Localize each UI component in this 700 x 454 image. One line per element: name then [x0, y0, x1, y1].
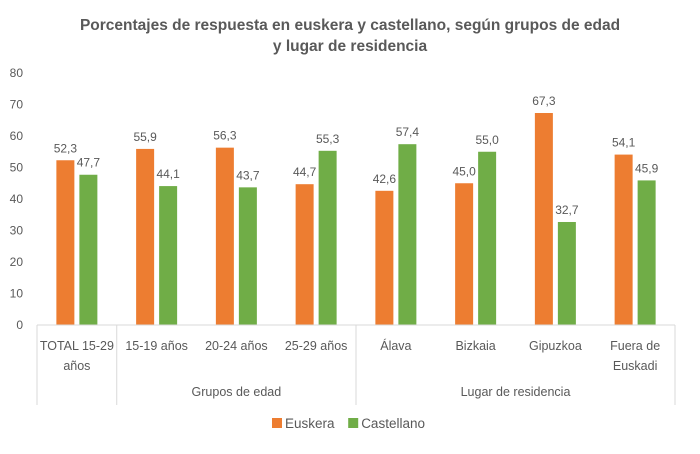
bar-castellano: [398, 144, 417, 325]
y-tick-label: 20: [10, 255, 24, 269]
bar-euskera: [455, 183, 474, 325]
data-label: 45,9: [635, 161, 659, 175]
x-tick-label: Gipuzkoa: [529, 339, 582, 353]
data-label: 52,3: [54, 141, 78, 155]
bar-euskera: [295, 184, 314, 325]
x-tick-label: 20-24 años: [205, 339, 268, 353]
data-label: 67,3: [532, 94, 556, 108]
data-label: 56,3: [213, 129, 237, 143]
x-tick-label: Bizkaia: [455, 339, 495, 353]
y-tick-label: 60: [10, 129, 24, 143]
data-label: 55,9: [133, 130, 157, 144]
bar-euskera: [215, 147, 234, 325]
data-label: 44,7: [293, 165, 317, 179]
data-label: 42,6: [373, 172, 397, 186]
x-tick-label: Fuera de: [610, 339, 660, 353]
data-label: 44,1: [156, 167, 180, 181]
bar-euskera: [534, 113, 553, 325]
y-tick-label: 0: [16, 318, 23, 332]
bar-euskera: [375, 190, 394, 325]
bar-castellano: [557, 221, 576, 325]
bar-euskera: [56, 160, 75, 325]
x-tick-label: Álava: [380, 338, 411, 353]
bar-euskera: [614, 154, 633, 325]
bar-euskera: [136, 148, 155, 325]
bar-castellano: [318, 150, 337, 325]
data-label: 55,3: [316, 132, 340, 146]
bar-castellano: [79, 174, 98, 325]
y-tick-label: 10: [10, 287, 24, 301]
data-label: 57,4: [396, 125, 420, 139]
legend-label: Castellano: [361, 416, 425, 431]
data-label: 45,0: [452, 164, 476, 178]
group-label: Grupos de edad: [192, 385, 282, 399]
legend-swatch: [272, 418, 282, 428]
data-label: 47,7: [77, 156, 101, 170]
x-tick-label: años: [63, 359, 90, 373]
legend-label: Euskera: [285, 416, 335, 431]
x-tick-label: 25-29 años: [285, 339, 348, 353]
x-tick-label: 15-19 años: [125, 339, 188, 353]
x-tick-label: TOTAL 15-29: [40, 339, 114, 353]
data-label: 54,1: [612, 136, 636, 150]
y-tick-label: 50: [10, 161, 24, 175]
y-tick-label: 80: [10, 66, 24, 80]
bar-castellano: [238, 187, 257, 325]
group-label: Lugar de residencia: [461, 385, 571, 399]
bar-castellano: [637, 180, 656, 325]
y-tick-label: 40: [10, 192, 24, 206]
chart-title: Porcentajes de respuesta en euskera y ca…: [80, 17, 620, 34]
chart-title: y lugar de residencia: [273, 38, 428, 55]
bar-castellano: [159, 186, 178, 325]
x-tick-label: Euskadi: [613, 359, 657, 373]
data-label: 32,7: [555, 203, 579, 217]
bar-castellano: [478, 151, 497, 325]
y-tick-label: 70: [10, 98, 24, 112]
legend-swatch: [348, 418, 359, 428]
y-tick-label: 30: [10, 224, 24, 238]
data-label: 43,7: [236, 168, 260, 182]
data-label: 55,0: [475, 133, 499, 147]
